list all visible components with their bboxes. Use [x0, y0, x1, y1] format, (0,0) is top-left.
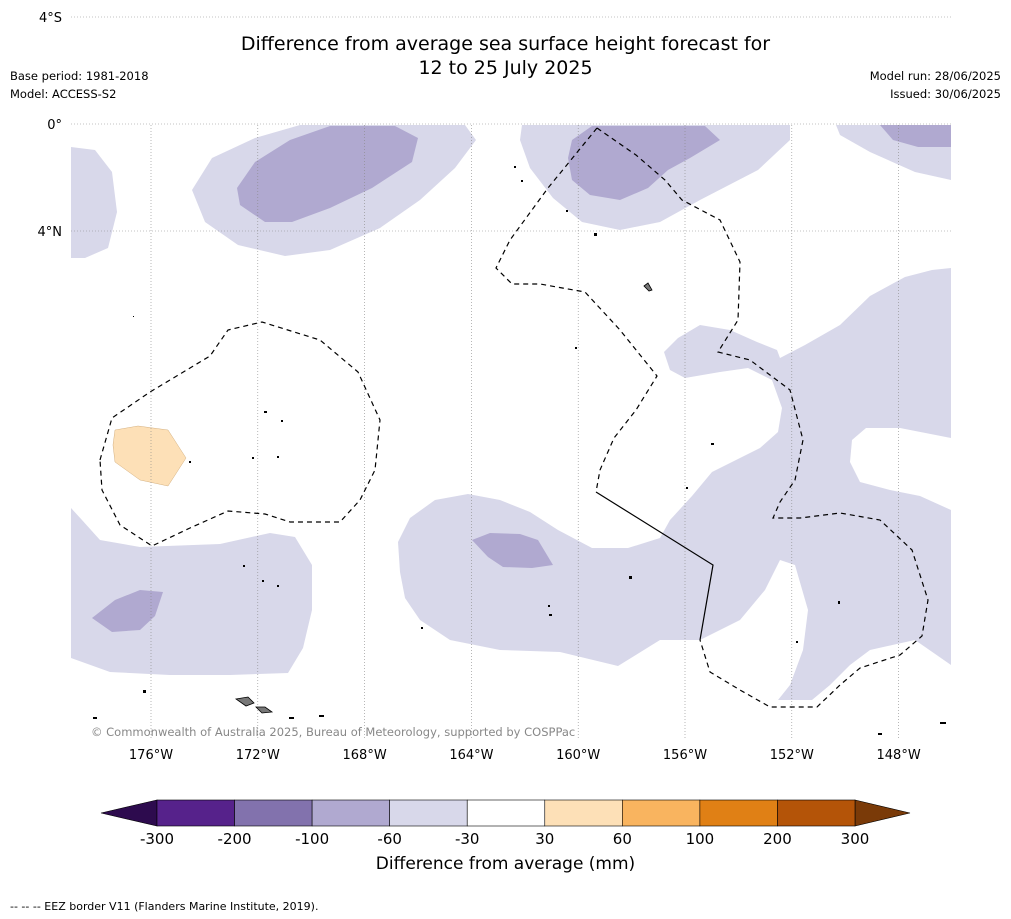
colorbar-tick-label: -300: [140, 830, 174, 848]
colorbar-tick-label: 60: [613, 830, 632, 848]
islands: [234, 282, 653, 714]
colorbar-extend-high: [854, 799, 911, 827]
title-line-1: Difference from average sea surface heig…: [240, 33, 771, 55]
region-nw: [71, 147, 117, 258]
colorbar-swatch: [544, 799, 623, 827]
island-kiritimati: [643, 282, 653, 292]
copyright-notice: © Commonwealth of Australia 2025, Bureau…: [91, 725, 576, 739]
eez-solid-border: [595, 491, 714, 641]
small-islets: [93, 166, 946, 735]
lon-label: 176°W: [129, 748, 173, 763]
title-line-2: 12 to 25 July 2025: [418, 57, 593, 79]
colorbar-tick-label: 100: [686, 830, 715, 848]
region-north-core-1: [237, 126, 418, 222]
region-ne-core: [880, 125, 951, 147]
region-south-core: [472, 533, 553, 568]
anomaly-fields: [71, 125, 951, 700]
colorbar: -300 -200 -100 -60 -30 30 60 100 200 300: [100, 799, 911, 848]
colorbar-tick-label: -60: [377, 830, 402, 848]
gridlines: [71, 16, 951, 739]
colorbar-swatch: [156, 799, 235, 827]
eez-border-1: [99, 321, 381, 547]
colorbar-swatch: [311, 799, 390, 827]
lat-label: 4°S: [39, 11, 62, 26]
lat-label: 0°: [47, 118, 62, 133]
colorbar-swatch: [466, 799, 546, 827]
colorbar-swatch: [699, 799, 778, 827]
colorbar-swatch: [622, 799, 701, 827]
meta-left: Base period: 1981-2018 Model: ACCESS-S2: [10, 67, 149, 103]
colorbar-tick-label: 30: [535, 830, 554, 848]
colorbar-swatch: [777, 799, 856, 827]
colorbar-tick-label: -30: [455, 830, 480, 848]
model-run: Model run: 28/06/2025: [869, 69, 1001, 83]
eez-borders: [99, 127, 929, 708]
lon-label: 160°W: [556, 748, 600, 763]
base-period: Base period: 1981-2018: [10, 69, 149, 83]
colorbar-tick-label: -200: [218, 830, 252, 848]
island-samoa-2: [255, 706, 274, 714]
colorbar-extend-low: [100, 799, 158, 827]
region-sw-core: [92, 590, 163, 632]
anomaly-light-purple: [71, 125, 951, 700]
latitude-labels: 4°N0°4°S8°S12°S: [38, 11, 63, 240]
issued-date: Issued: 30/06/2025: [890, 87, 1001, 101]
longitude-labels: 176°W 172°W 168°W 164°W 160°W 156°W 152°W 148°W: [129, 748, 921, 763]
lon-label: 156°W: [663, 748, 707, 763]
colorbar-swatch: [234, 799, 313, 827]
region-sw: [71, 508, 312, 675]
colorbar-tick-label: 200: [763, 830, 792, 848]
lon-label: 168°W: [343, 748, 387, 763]
lon-label: 148°W: [877, 748, 921, 763]
colorbar-title: Difference from average (mm): [375, 854, 636, 874]
lon-label: 164°W: [449, 748, 493, 763]
model-name: Model: ACCESS-S2: [10, 87, 117, 101]
island-samoa-1: [234, 696, 255, 707]
anomaly-positive: [112, 425, 187, 487]
lon-label: 152°W: [770, 748, 814, 763]
colorbar-tick-label: -100: [295, 830, 329, 848]
eez-legend-note: -- -- -- EEZ border V11 (Flanders Marine…: [10, 900, 319, 913]
chart-title: Difference from average sea surface heig…: [0, 32, 1011, 80]
lat-label: 4°N: [38, 225, 63, 240]
lon-label: 172°W: [236, 748, 280, 763]
colorbar-swatch: [389, 799, 468, 827]
region-east: [398, 268, 951, 700]
meta-right: Model run: 28/06/2025 Issued: 30/06/2025: [870, 67, 1001, 103]
colorbar-tick-label: 300: [841, 830, 870, 848]
anomaly-mid-purple: [92, 125, 951, 632]
region-north-core-2: [568, 126, 720, 200]
